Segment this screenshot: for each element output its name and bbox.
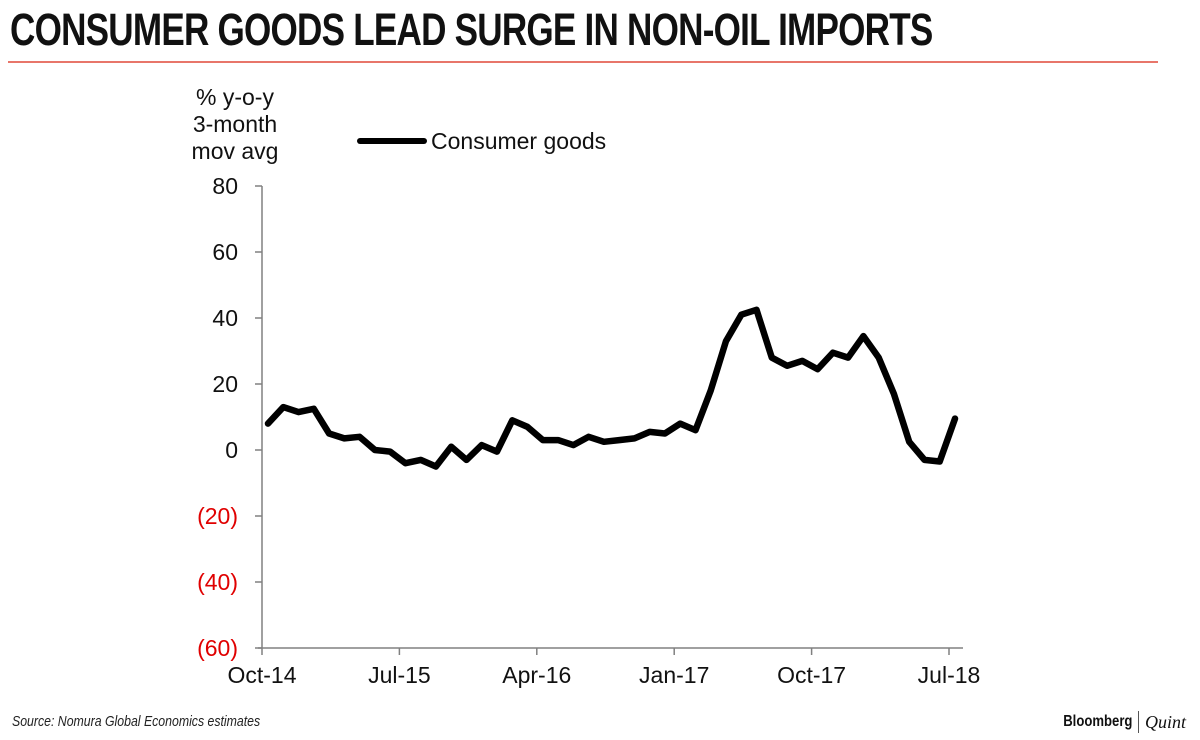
y-axis-label-line: mov avg (191, 138, 279, 164)
legend-label: Consumer goods (431, 128, 606, 154)
chart-title: CONSUMER GOODS LEAD SURGE IN NON-OIL IMP… (10, 4, 933, 55)
y-axis-label-line: 3-month (192, 111, 278, 137)
y-tick-label: (20) (197, 503, 238, 529)
source-note: Source: Nomura Global Economics estimate… (12, 713, 261, 730)
y-tick-label: 40 (212, 305, 238, 331)
y-tick-label: 60 (212, 239, 238, 265)
y-tick-label: 80 (212, 173, 238, 199)
x-tick-label: Jan-17 (639, 662, 709, 688)
series-line-consumer-goods (264, 306, 959, 470)
y-axis-label: % y-o-y 3-month mov avg (160, 84, 310, 165)
legend: Consumer goods (357, 128, 606, 154)
y-tick-label: (40) (197, 569, 238, 595)
y-tick-label: 0 (225, 437, 238, 463)
axes (258, 186, 963, 649)
brand-logo: Bloomberg Quint (1048, 711, 1186, 733)
series-group (264, 306, 959, 470)
brand-divider (1137, 711, 1139, 733)
y-axis-label-line: % y-o-y (196, 84, 274, 110)
brand-primary: Bloomberg (1062, 713, 1132, 730)
x-tick-label: Jul-15 (368, 662, 431, 688)
y-ticks: 80 60 40 20 0 (20) (40) (60) (197, 173, 262, 661)
x-tick-label: Oct-14 (227, 662, 296, 688)
x-tick-label: Jul-18 (918, 662, 981, 688)
x-ticks: Oct-14 Jul-15 Apr-16 Jan-17 Oct-17 Jul-18 (227, 648, 980, 688)
brand-secondary: Quint (1144, 711, 1186, 732)
x-tick-label: Oct-17 (777, 662, 846, 688)
y-tick-label: (60) (197, 635, 238, 661)
x-tick-label: Apr-16 (502, 662, 571, 688)
title-underline (8, 61, 1158, 63)
y-tick-label: 20 (212, 371, 238, 397)
